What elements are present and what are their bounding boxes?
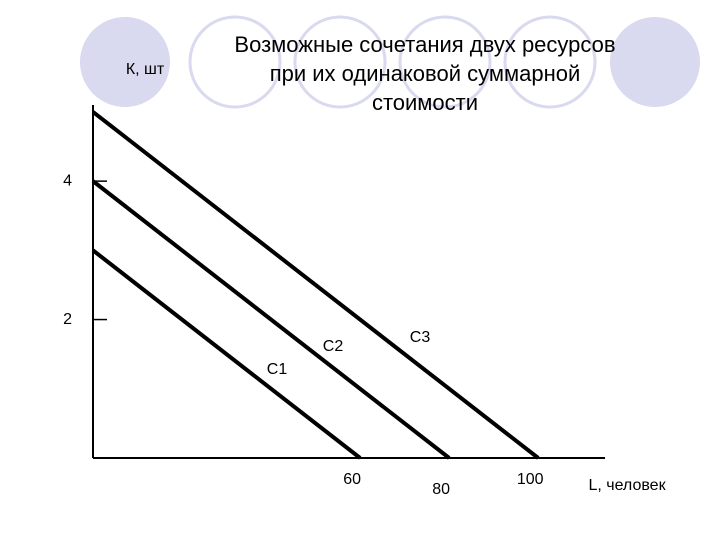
- series-label: C1: [267, 361, 288, 378]
- y-tick-label: 2: [63, 311, 72, 328]
- x-tick-label: 60: [343, 471, 361, 488]
- chart-title: стоимости: [372, 90, 478, 115]
- chart-title: Возможные сочетания двух ресурсов: [234, 32, 615, 57]
- y-tick-label: 4: [63, 172, 72, 189]
- deco-circle: [293, 15, 387, 109]
- series-line: [91, 248, 362, 460]
- series-line: [91, 179, 451, 460]
- series-label: C3: [410, 329, 431, 346]
- deco-circle: [398, 15, 492, 109]
- series-label: C2: [323, 338, 344, 355]
- series-line: [91, 110, 540, 460]
- x-tick-label: 100: [517, 471, 544, 488]
- deco-circle: [80, 17, 170, 107]
- y-axis-label: К, шт: [126, 61, 165, 78]
- deco-circle: [188, 15, 282, 109]
- deco-circle: [610, 17, 700, 107]
- x-tick-label: 80: [432, 481, 450, 498]
- chart-title: при их одинаковой суммарной: [270, 61, 581, 86]
- x-axis-label: L, человек: [588, 477, 666, 494]
- decoration: [80, 15, 700, 109]
- deco-circle: [503, 15, 597, 109]
